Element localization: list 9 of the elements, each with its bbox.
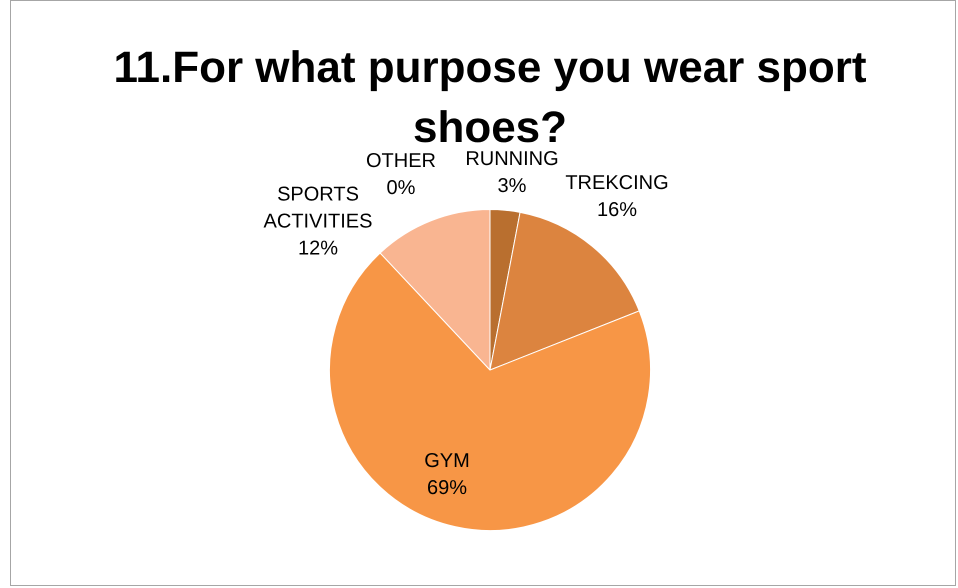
category-label: OTHER xyxy=(366,150,436,172)
data-label: 3% xyxy=(498,175,527,198)
slice-label: TREKCING xyxy=(565,172,669,194)
text: 0% xyxy=(386,177,416,200)
slice-label: SPORTS ACTIVITIES xyxy=(264,184,372,233)
data-label: 16% xyxy=(596,199,638,222)
slice-label: GYM xyxy=(424,450,470,472)
data-label: 69% xyxy=(426,477,468,500)
data-label: 12% xyxy=(298,238,338,260)
